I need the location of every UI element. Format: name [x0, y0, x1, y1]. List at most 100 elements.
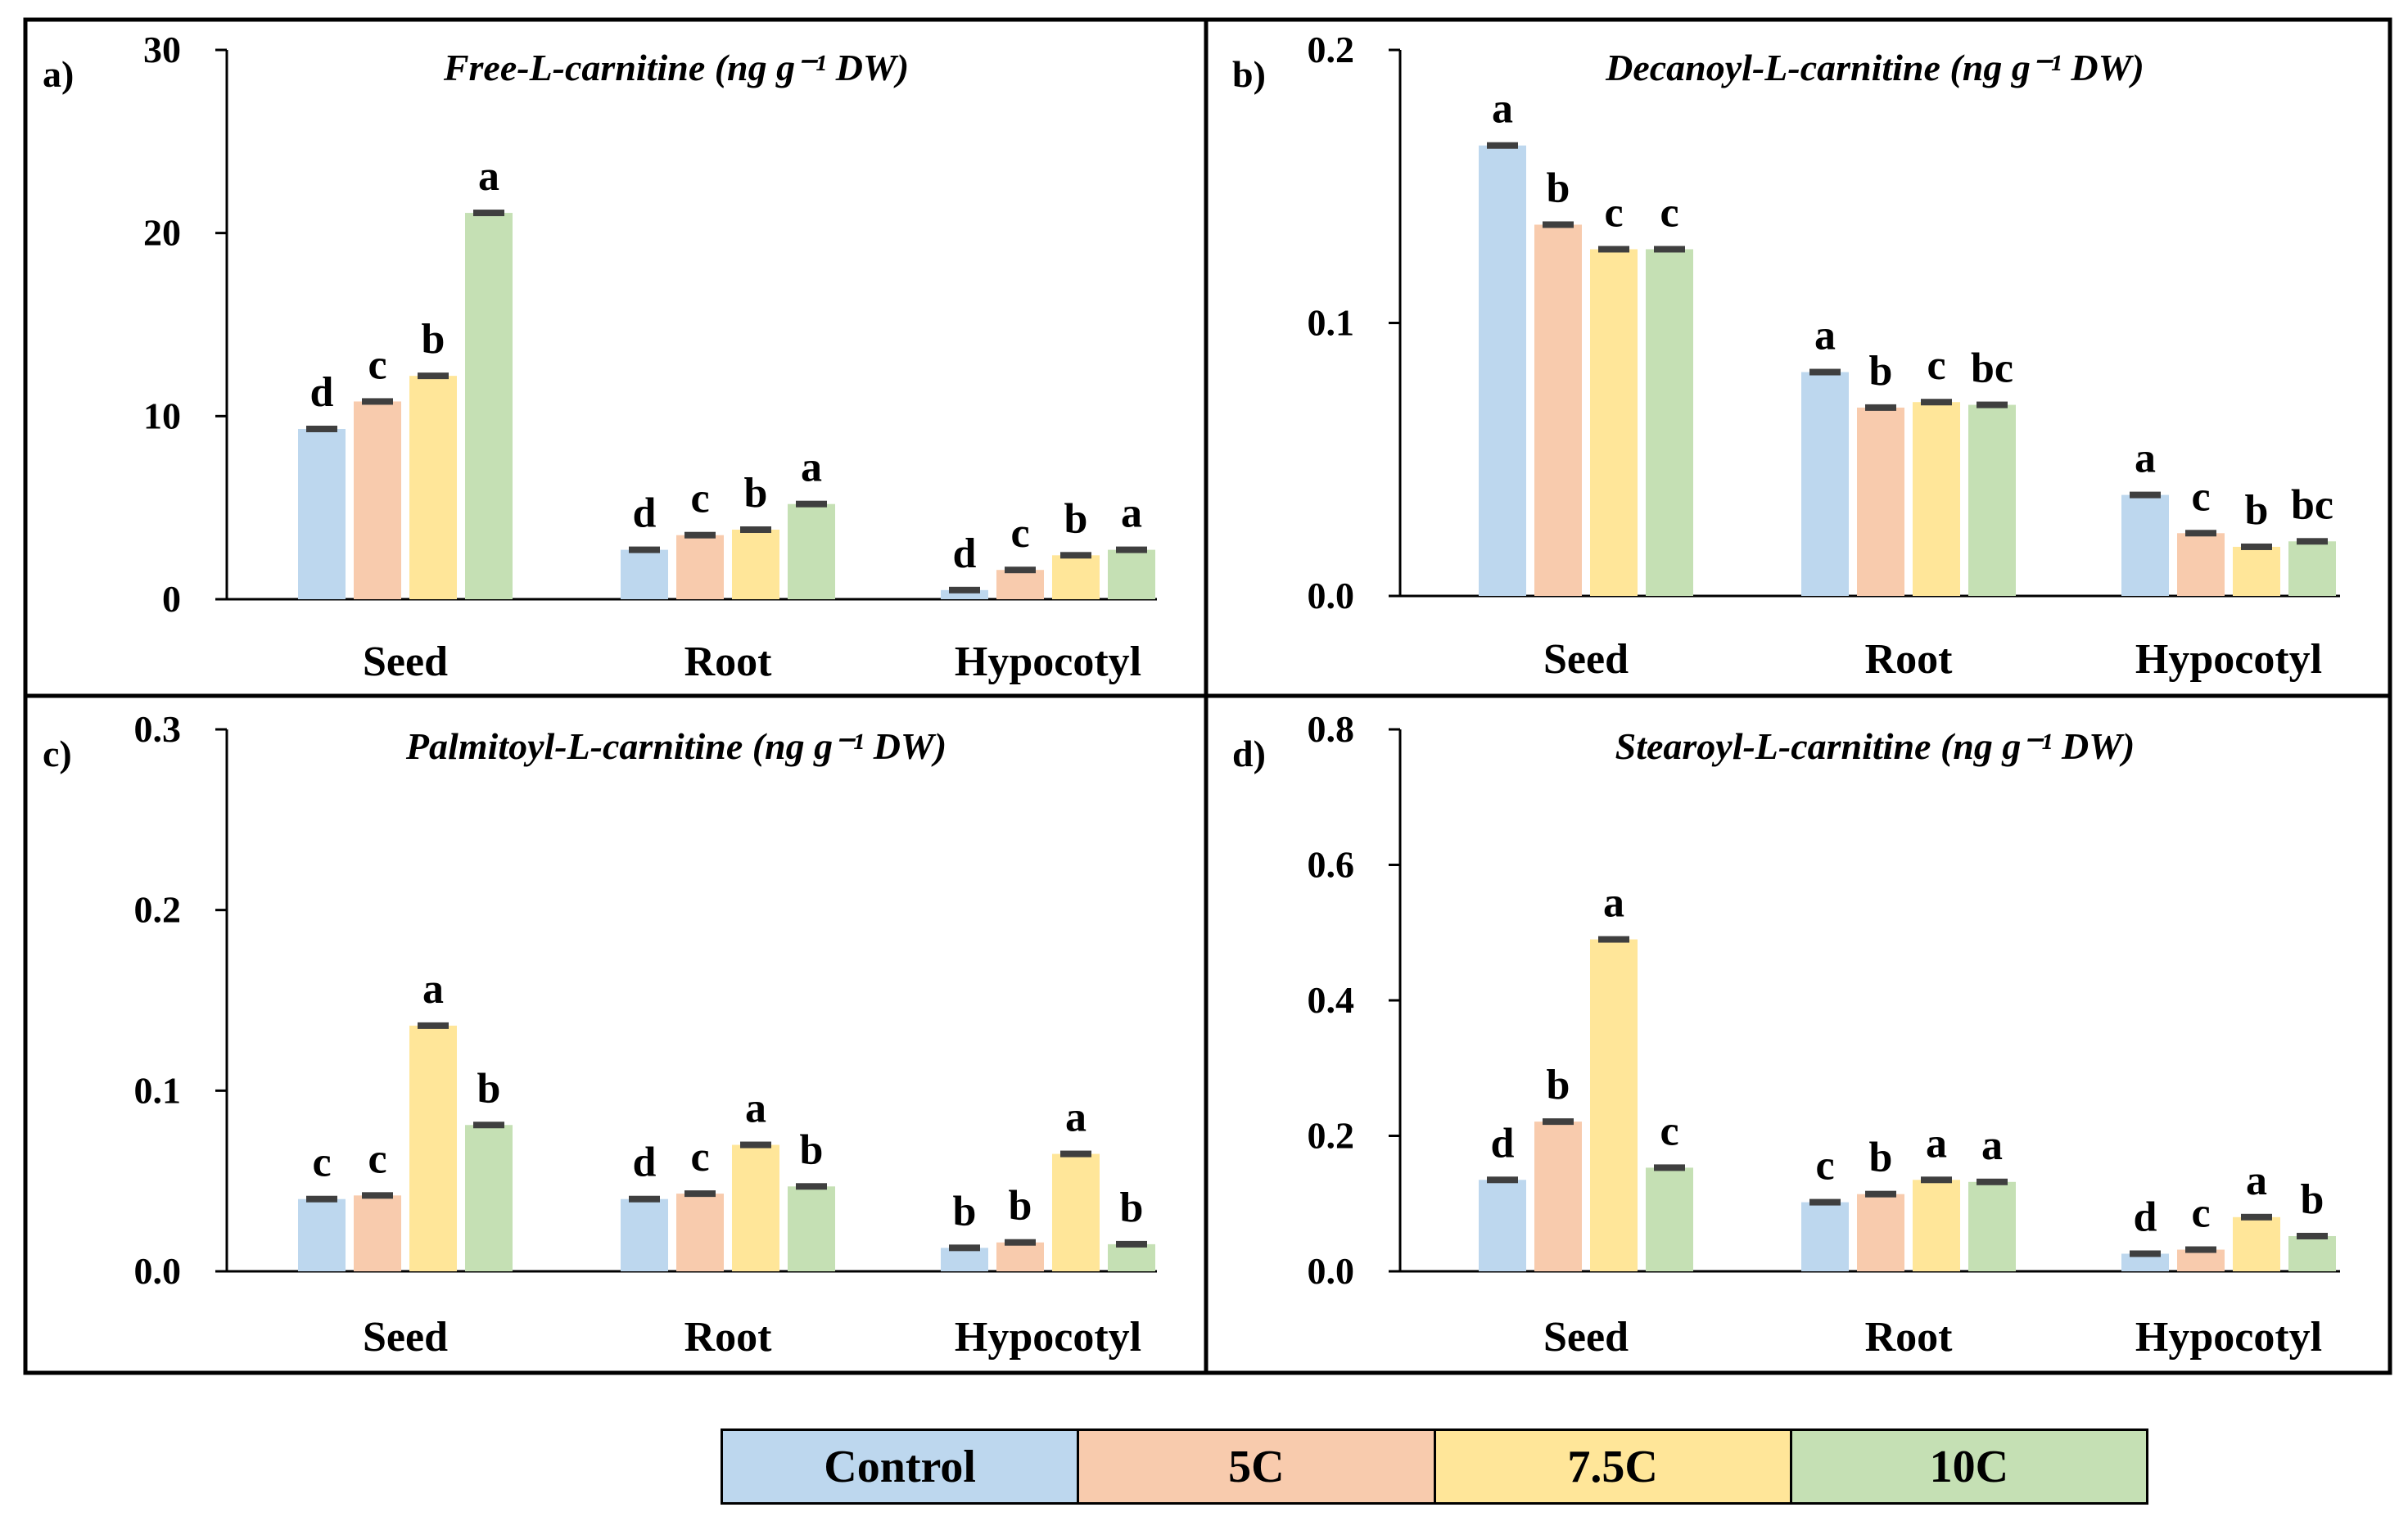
- bar: [1646, 1167, 1693, 1271]
- significance-letter: a: [2246, 1158, 2267, 1204]
- significance-letter: b: [1869, 348, 1893, 395]
- x-tick-label: Hypocotyl: [2135, 636, 2322, 683]
- error-bar: [1487, 1176, 1518, 1184]
- x-tick-label: Hypocotyl: [955, 1314, 1141, 1361]
- bar: [2177, 533, 2225, 596]
- x-tick-label: Root: [1865, 1314, 1954, 1361]
- error-bar: [949, 1244, 980, 1252]
- significance-letter: c: [1660, 189, 1678, 236]
- significance-letter: b: [422, 316, 445, 363]
- bar: [1801, 372, 1849, 596]
- x-tick-label: Seed: [1543, 1314, 1629, 1361]
- bar: [1590, 249, 1638, 596]
- chart-panel-2: b) Decanoyl-L-carnitine (ng g⁻¹ DW) 0.0 0.1…: [1232, 29, 2340, 683]
- x-tick-label: Seed: [1543, 636, 1629, 683]
- chart-title: Stearoyl-L-carnitine (ng g⁻¹ DW): [1615, 725, 2135, 767]
- significance-letter: d: [633, 1140, 657, 1186]
- significance-letter: a: [801, 445, 822, 491]
- error-bar: [473, 210, 504, 217]
- significance-letter: b: [2245, 487, 2269, 534]
- chart-panel-4: d) Stearoyl-L-carnitine (ng g⁻¹ DW) 0.0 0.2…: [1232, 708, 2340, 1361]
- bar: [465, 1125, 513, 1271]
- bar: [354, 401, 401, 599]
- error-bar: [1543, 1118, 1574, 1126]
- significance-letter: d: [310, 369, 334, 416]
- significance-letter: b: [953, 1188, 977, 1234]
- error-bar: [1921, 399, 1952, 406]
- bar: [621, 1198, 668, 1271]
- chart-panel-3: c) Palmitoyl-L-carnitine (ng g⁻¹ DW) 0.0 0.…: [43, 708, 1157, 1361]
- error-bar: [1865, 1190, 1896, 1198]
- bar: [1646, 249, 1693, 596]
- error-bar: [2130, 1250, 2161, 1257]
- error-bar: [306, 1195, 337, 1203]
- y-tick-label: 20: [143, 212, 181, 254]
- bar: [621, 549, 668, 599]
- significance-letter: c: [368, 341, 386, 388]
- bar: [2288, 541, 2336, 596]
- panel-label: b): [1232, 53, 1266, 95]
- significance-letter: d: [953, 530, 977, 577]
- bar: [2121, 1253, 2169, 1271]
- y-tick-label: 0.8: [1308, 708, 1355, 750]
- significance-letter: b: [1009, 1183, 1032, 1230]
- error-bar: [1654, 1164, 1685, 1171]
- error-bar: [1654, 246, 1685, 253]
- significance-letter: b: [1547, 1062, 1570, 1108]
- significance-letter: b: [477, 1065, 501, 1112]
- significance-letter: a: [1926, 1120, 1947, 1167]
- x-tick-label: Seed: [363, 639, 448, 685]
- y-tick-label: 0.2: [134, 889, 182, 931]
- significance-letter: a: [1121, 490, 1142, 537]
- error-bar: [1543, 221, 1574, 228]
- y-tick-label: 0.1: [134, 1069, 182, 1111]
- bar: [732, 530, 779, 599]
- error-bar: [740, 526, 771, 534]
- x-tick-label: Root: [1865, 636, 1954, 683]
- y-tick-label: 0.0: [1308, 1250, 1355, 1292]
- error-bar: [418, 1022, 449, 1029]
- significance-letter: bc: [2291, 481, 2333, 528]
- error-bar: [796, 1183, 827, 1190]
- y-tick-label: 10: [143, 395, 181, 436]
- significance-letter: b: [1869, 1135, 1893, 1181]
- error-bar: [306, 425, 337, 432]
- x-tick-label: Hypocotyl: [955, 639, 1141, 685]
- x-tick-label: Root: [684, 1314, 773, 1361]
- error-bar: [2297, 1232, 2328, 1239]
- significance-letter: b: [744, 470, 768, 517]
- significance-letter: d: [633, 490, 657, 537]
- error-bar: [362, 1192, 393, 1199]
- legend-control: Control: [723, 1431, 1080, 1502]
- error-bar: [473, 1122, 504, 1129]
- bar: [996, 570, 1044, 599]
- significance-letter: b: [1064, 495, 1088, 542]
- bar: [1913, 402, 1960, 596]
- error-bar: [629, 546, 660, 553]
- bar: [465, 213, 513, 599]
- y-tick-label: 30: [143, 29, 181, 70]
- chart-title: Palmitoyl-L-carnitine (ng g⁻¹ DW): [405, 725, 946, 767]
- bar: [788, 503, 835, 599]
- significance-letter: a: [422, 966, 444, 1013]
- error-bar: [1598, 936, 1629, 943]
- error-bar: [1921, 1176, 1952, 1184]
- error-bar: [1809, 1198, 1841, 1206]
- panel-label: d): [1232, 733, 1266, 774]
- panel-label: a): [43, 53, 74, 95]
- error-bar: [1977, 1178, 2008, 1185]
- y-tick-label: 0: [162, 578, 181, 620]
- chart-title: Decanoyl-L-carnitine (ng g⁻¹ DW): [1605, 47, 2144, 88]
- error-bar: [1005, 1239, 1036, 1246]
- bar: [1479, 1180, 1526, 1271]
- bar: [676, 535, 724, 599]
- significance-letter: a: [1492, 86, 1513, 133]
- significance-letter: c: [312, 1140, 331, 1186]
- x-tick-label: Root: [684, 639, 773, 685]
- bar: [2233, 1216, 2280, 1271]
- bar: [354, 1195, 401, 1271]
- bar: [996, 1242, 1044, 1271]
- bar: [1968, 1181, 2016, 1271]
- significance-letter: c: [1604, 189, 1623, 236]
- significance-letter: c: [1815, 1143, 1834, 1189]
